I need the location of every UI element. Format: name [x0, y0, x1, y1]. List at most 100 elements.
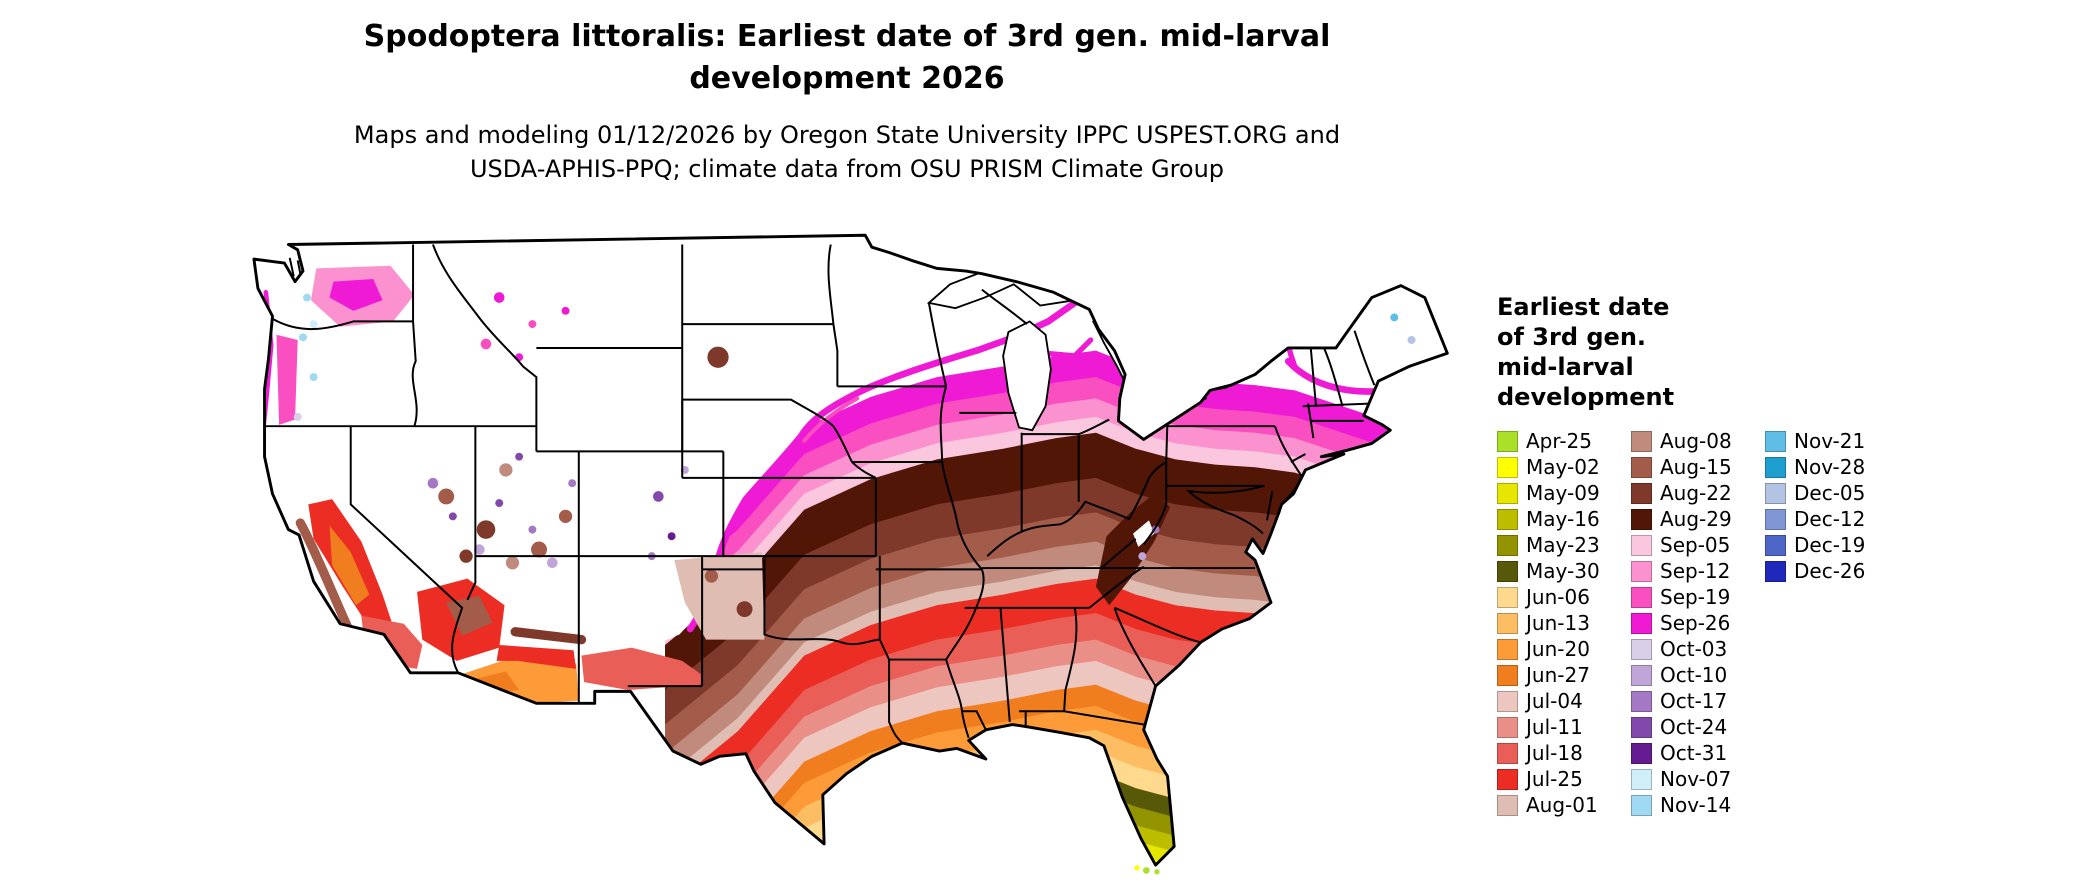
terrain-speckle — [438, 488, 455, 505]
appalachian-highland — [1133, 520, 1155, 547]
legend-item-label: Jul-25 — [1526, 767, 1583, 791]
terrain-speckle — [1407, 336, 1416, 344]
legend-item: Oct-24 — [1631, 714, 1765, 740]
terrain-speckle — [653, 491, 664, 502]
terrain-speckle — [528, 320, 537, 329]
legend-item-label: Oct-03 — [1660, 637, 1728, 661]
terrain-speckle — [293, 412, 302, 421]
legend-swatch — [1497, 456, 1518, 478]
legend-swatch — [1631, 534, 1652, 556]
terrain-speckle — [476, 520, 496, 539]
legend-item: Aug-22 — [1631, 480, 1765, 506]
band-May-02 — [664, 838, 1448, 866]
band-May-16 — [664, 809, 1448, 866]
state-border — [999, 607, 1011, 722]
legend-item: May-16 — [1497, 506, 1631, 532]
legend-columns: Apr-25 May-02 May-09 May-16 May-23 May-30 Jun-… — [1497, 428, 2057, 818]
state-border — [827, 244, 839, 387]
legend-item-label: May-30 — [1526, 559, 1600, 583]
state-border — [981, 288, 1028, 325]
legend-item-label: Aug-22 — [1660, 481, 1732, 505]
west-region — [446, 595, 493, 636]
legend-swatch — [1765, 508, 1786, 530]
terrain-speckle — [302, 293, 311, 302]
legend-item-label: Aug-01 — [1526, 793, 1598, 817]
legend-item: Oct-03 — [1631, 636, 1765, 662]
legend-swatch — [1631, 430, 1652, 452]
terrain-speckle — [546, 557, 558, 569]
terrain-speckle — [448, 512, 457, 521]
legend-item: Jul-04 — [1497, 688, 1631, 714]
legend-item-label: Nov-21 — [1794, 429, 1866, 453]
state-border — [1309, 347, 1318, 407]
legend-item-label: Nov-14 — [1660, 793, 1732, 817]
legend-item: Jun-06 — [1497, 584, 1631, 610]
terrain-speckle — [459, 549, 473, 563]
legend-item-label: Jul-04 — [1526, 689, 1583, 713]
state-border — [272, 317, 414, 331]
state-border — [763, 556, 880, 646]
terrain-speckle — [499, 463, 513, 477]
legend-item: Oct-31 — [1631, 740, 1765, 766]
no-data-fringe — [802, 396, 860, 443]
legend-swatch — [1631, 794, 1652, 816]
legend-item: Jun-27 — [1497, 662, 1631, 688]
terrain-speckle — [558, 509, 573, 523]
legend-swatch — [1765, 456, 1786, 478]
florida-keys — [1134, 865, 1140, 871]
legend-item: Dec-19 — [1765, 532, 1899, 558]
legend-item: Aug-08 — [1631, 428, 1765, 454]
legend-swatch — [1631, 482, 1652, 504]
legend-item-label: Nov-28 — [1794, 455, 1866, 479]
legend-item: Jun-13 — [1497, 610, 1631, 636]
appalachian-region — [1095, 493, 1171, 606]
legend-swatch — [1497, 794, 1518, 816]
terrain-speckle — [736, 601, 753, 618]
state-border — [927, 302, 948, 387]
legend-item-label: Jun-20 — [1526, 637, 1590, 661]
legend-item: Aug-29 — [1631, 506, 1765, 532]
legend-title-line: of 3rd gen. — [1497, 323, 1647, 351]
state-border — [1019, 710, 1144, 726]
legend-item-label: Dec-26 — [1794, 559, 1866, 583]
map-title-line2: development 2026 — [689, 61, 1005, 96]
legend-swatch — [1631, 716, 1652, 738]
puget-sound — [288, 257, 302, 277]
terrain-speckle — [1138, 552, 1147, 561]
terrain-speckle — [495, 499, 504, 508]
state-border — [1353, 330, 1376, 386]
legend-swatch — [1497, 430, 1518, 452]
legend-item-label: May-16 — [1526, 507, 1600, 531]
legend-item-label: Sep-26 — [1660, 611, 1731, 635]
state-border — [1307, 403, 1315, 439]
map-title: Spodoptera littoralis: Earliest date of … — [0, 16, 1694, 100]
state-border — [1266, 490, 1274, 521]
legend-item-label: Oct-10 — [1660, 663, 1728, 687]
west-region — [276, 334, 298, 425]
legend-swatch — [1631, 664, 1652, 686]
west-region — [329, 525, 370, 606]
legend-swatch — [1497, 482, 1518, 504]
legend-title-line: development — [1497, 383, 1675, 411]
legend-swatch — [1497, 508, 1518, 530]
legend-item-label: May-02 — [1526, 455, 1600, 479]
legend-swatch — [1765, 430, 1786, 452]
legend-item-label: Dec-19 — [1794, 533, 1866, 557]
west-region — [496, 644, 577, 669]
legend-item: Nov-07 — [1631, 766, 1765, 792]
state-border — [432, 244, 538, 452]
legend-item-label: Nov-07 — [1660, 767, 1732, 791]
legend-swatch — [1497, 586, 1518, 608]
legend-item-label: Aug-15 — [1660, 455, 1732, 479]
legend-swatch — [1765, 534, 1786, 556]
terrain-speckle — [474, 544, 485, 555]
state-border — [411, 244, 418, 427]
state-border — [1113, 607, 1157, 687]
map-subtitle-line2: USDA-APHIS-PPQ; climate data from OSU PR… — [469, 155, 1225, 183]
legend-item: Sep-26 — [1631, 610, 1765, 636]
legend-item-label: Dec-12 — [1794, 507, 1866, 531]
legend-item: Jul-18 — [1497, 740, 1631, 766]
legend-item-label: Oct-17 — [1660, 689, 1728, 713]
legend-item-label: Aug-29 — [1660, 507, 1732, 531]
us-map-svg — [252, 233, 1449, 875]
